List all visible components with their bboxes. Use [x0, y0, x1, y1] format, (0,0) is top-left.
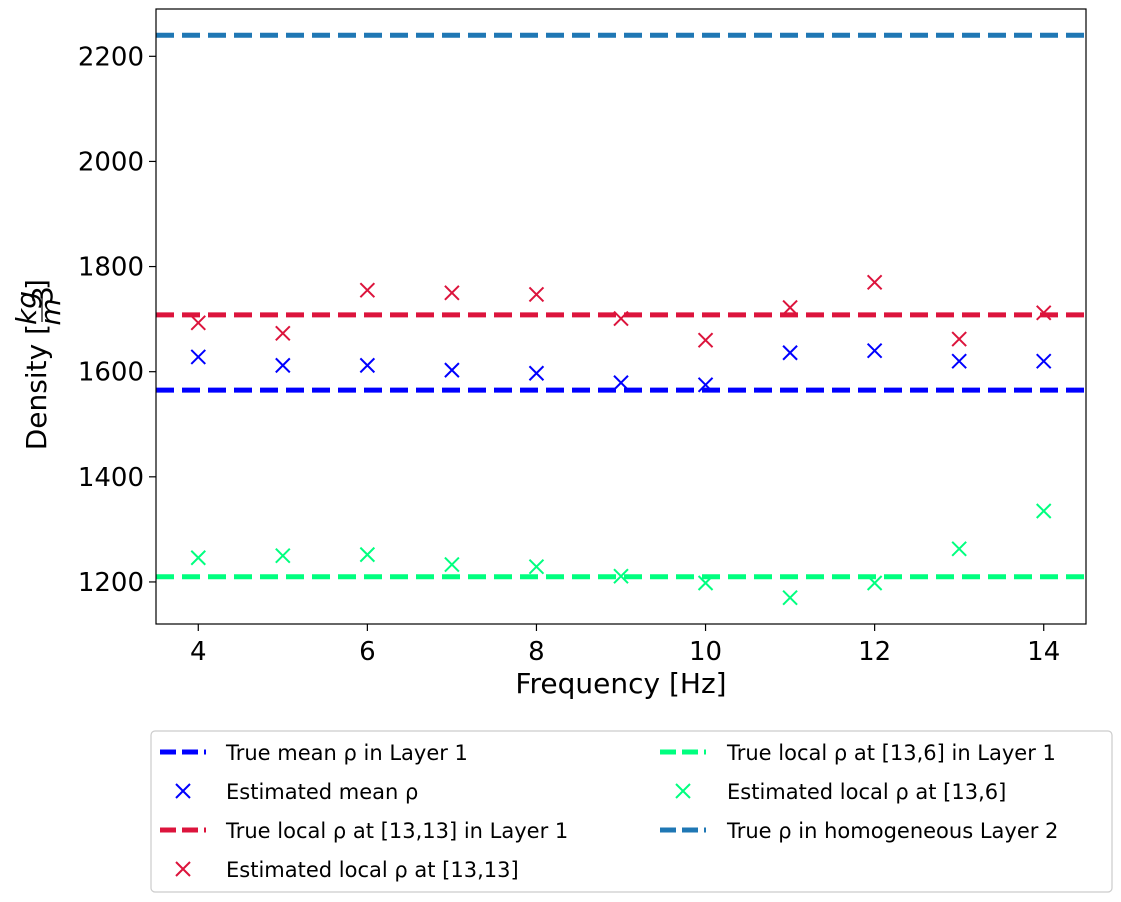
marker-estimated-mean-14: [1036, 353, 1052, 369]
marker-estimated-local-at-13-6-6: [359, 546, 376, 563]
legend-label-estimated-local-at-13-13: Estimated local ρ at [13,13]: [226, 858, 519, 882]
x-tick-label-10: 10: [689, 637, 722, 667]
marker-estimated-mean-8: [528, 365, 545, 381]
marker-estimated-local-at-13-13-4: [190, 315, 206, 331]
marker-estimated-mean-6: [359, 357, 376, 374]
marker-estimated-local-at-13-6-14: [1036, 503, 1052, 519]
marker-estimated-local-at-13-6-7: [444, 556, 460, 573]
marker-estimated-local-at-13-13-8: [528, 286, 545, 303]
marker-estimated-local-at-13-13-14: [1036, 305, 1052, 321]
marker-estimated-local-at-13-6-11: [782, 590, 798, 606]
series-estimated-local-at-13-6: [190, 503, 1052, 606]
marker-estimated-mean-4: [190, 349, 206, 365]
y-tick-label-2200: 2200: [78, 42, 144, 72]
marker-estimated-local-at-13-6-8: [528, 558, 545, 575]
marker-estimated-local-at-13-13-11: [782, 299, 798, 316]
legend-label-true-local-at-13-6-in-layer-1: True local ρ at [13,6] in Layer 1: [726, 741, 1056, 765]
y-axis-unit-numerator: kg: [10, 291, 43, 325]
y-tick-label-1800: 1800: [78, 253, 144, 283]
marker-estimated-local-at-13-13-13: [951, 331, 967, 347]
y-axis-label-text: Density [: [20, 324, 53, 450]
series-estimated-local-at-13-13: [190, 274, 1052, 348]
legend-item-true-mean-in-layer-1: True mean ρ in Layer 1: [160, 741, 468, 765]
x-axis-label: Frequency [Hz]: [515, 667, 726, 700]
series-estimated-mean: [190, 342, 1052, 393]
y-axis-unit-exponent: 3: [26, 286, 59, 304]
x-tick-label-4: 4: [190, 637, 207, 667]
legend-label-true-local-at-13-13-in-layer-1: True local ρ at [13,13] in Layer 1: [225, 819, 568, 843]
marker-estimated-local-at-13-13-12: [866, 274, 883, 291]
marker-estimated-mean-11: [782, 345, 798, 361]
legend-item-estimated-local-at-13-13: Estimated local ρ at [13,13]: [175, 858, 519, 882]
legend-label-true-mean-in-layer-1: True mean ρ in Layer 1: [225, 741, 468, 765]
legend: True mean ρ in Layer 1 Estimated mean ρ Tr…: [150, 730, 1113, 893]
legend-item-true-local-at-13-6-in-layer-1: True local ρ at [13,6] in Layer 1: [660, 741, 1056, 765]
legend-box: [150, 730, 1113, 893]
marker-estimated-local-at-13-6-4: [190, 550, 206, 566]
marker-estimated-mean-9: [613, 375, 629, 391]
x-tick-label-12: 12: [858, 637, 891, 667]
marker-estimated-local-at-13-13-5: [275, 325, 291, 342]
axes: 4 6 8 10 12 14 1200 1400 1600 1800 2000 2200: [78, 8, 1087, 667]
marker-estimated-local-at-13-6-9: [613, 568, 629, 584]
y-tick-label-1400: 1400: [78, 463, 144, 493]
x-tick-label-14: 14: [1027, 637, 1060, 667]
legend-item-estimated-mean: Estimated mean ρ: [175, 780, 418, 804]
marker-estimated-local-at-13-6-13: [951, 541, 967, 557]
y-tick-label-2000: 2000: [78, 147, 144, 177]
plot-frame: [155, 8, 1087, 625]
y-tick-label-1200: 1200: [78, 568, 144, 598]
marker-estimated-mean-7: [444, 362, 460, 378]
x-tick-label-6: 6: [359, 637, 376, 667]
legend-label-true-in-homogeneous-layer-2: True ρ in homogeneous Layer 2: [726, 819, 1058, 843]
marker-estimated-local-at-13-13-10: [697, 332, 714, 348]
marker-estimated-local-at-13-6-10: [697, 575, 714, 591]
y-axis-label-close: ]: [20, 279, 53, 290]
marker-estimated-mean-13: [951, 353, 967, 369]
legend-label-estimated-local-at-13-6: Estimated local ρ at [13,6]: [727, 780, 1006, 804]
y-axis-unit-denominator: m: [34, 298, 67, 325]
marker-estimated-local-at-13-13-7: [444, 285, 460, 301]
y-tick-label-1600: 1600: [78, 358, 144, 388]
legend-swatch-estimated-mean: [175, 783, 191, 799]
marker-estimated-local-at-13-6-5: [275, 547, 291, 564]
marker-estimated-local-at-13-13-6: [359, 282, 376, 298]
marker-estimated-local-at-13-13-9: [613, 310, 629, 327]
plot-area: [156, 32, 1086, 606]
legend-item-true-local-at-13-13-in-layer-1: True local ρ at [13,13] in Layer 1: [160, 819, 568, 843]
marker-estimated-mean-5: [275, 357, 291, 374]
x-tick-label-8: 8: [528, 637, 545, 667]
legend-item-estimated-local-at-13-6: Estimated local ρ at [13,6]: [675, 780, 1006, 804]
legend-swatch-estimated-local-at-13-6: [675, 783, 691, 799]
marker-estimated-local-at-13-6-12: [866, 575, 883, 591]
y-axis-label: Density [ kg m 3 ]: [10, 279, 67, 450]
legend-label-estimated-mean: Estimated mean ρ: [226, 780, 418, 804]
plot-clip-group: [156, 32, 1086, 606]
marker-estimated-mean-10: [697, 377, 714, 393]
marker-estimated-mean-12: [866, 342, 883, 359]
legend-item-true-in-homogeneous-layer-2: True ρ in homogeneous Layer 2: [660, 819, 1058, 843]
legend-swatch-estimated-local-at-13-13: [175, 861, 191, 877]
